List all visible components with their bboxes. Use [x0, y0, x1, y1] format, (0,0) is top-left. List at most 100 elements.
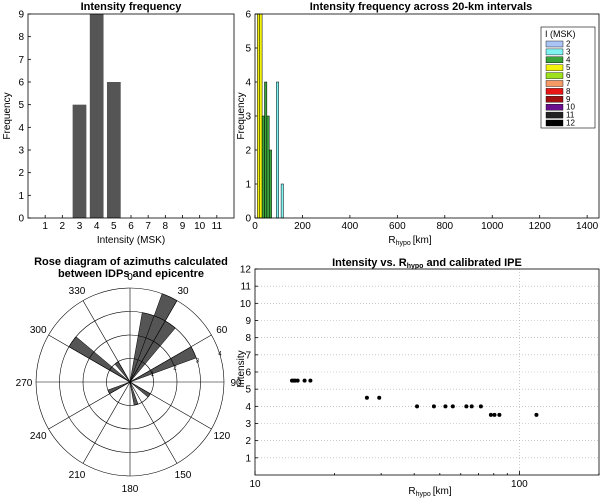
chart1-ytick-label: 1	[18, 191, 24, 202]
chart1-ytick-label: 0	[18, 214, 24, 225]
chart1-ytick-label: 7	[18, 55, 24, 66]
chart1-bar	[89, 14, 104, 218]
chart4-ytick-label: 11	[241, 282, 252, 293]
chart1-xtick-label: 1	[42, 221, 48, 232]
chart2-axes-box	[254, 13, 600, 219]
panel-intensity-vs-distance: Intensity vs. Rhypo and calibrated IPE I…	[236, 257, 600, 498]
chart2-xlabel-main: R	[388, 235, 395, 246]
chart4-xlabel-unit: [km]	[433, 486, 452, 497]
chart2-bar	[266, 115, 270, 219]
chart3-angle-label: 270	[16, 378, 33, 389]
chart4-xlabel: Rhypo [km]	[408, 486, 452, 498]
chart1-xtick-label: 10	[194, 221, 206, 232]
chart2-legend-swatch	[545, 96, 564, 103]
chart2-legend-label: 7	[566, 79, 571, 88]
chart3-radial-label: 2	[173, 365, 177, 371]
chart2-xtick-label: 800	[436, 221, 453, 232]
chart3-spoke	[129, 300, 178, 383]
chart4-ytick-label: 12	[240, 265, 252, 276]
chart1-ytick-label: 5	[18, 100, 24, 111]
chart4-point	[464, 404, 469, 409]
chart2-bar	[280, 183, 284, 219]
chart3-radial-label: 3	[196, 358, 200, 364]
chart2-ytick-label: 6	[245, 10, 251, 21]
chart4-ytick-label: 4	[245, 402, 251, 413]
chart2-ytick-label: 0	[245, 214, 251, 225]
chart2-bar	[268, 149, 272, 219]
chart3-angle-label: 30	[177, 286, 189, 297]
chart4-xtick-label: 10	[249, 479, 261, 490]
chart1-ytick-label: 8	[18, 32, 24, 43]
chart2-legend-label: 6	[566, 71, 571, 80]
chart1-xtick-label: 7	[145, 221, 151, 232]
chart1-xtick-label: 9	[180, 221, 186, 232]
chart1-xlabel: Intensity (MSK)	[97, 235, 165, 246]
chart1-xtick-label: 5	[111, 221, 117, 232]
chart2-title: Intensity frequency across 20-km interva…	[310, 1, 533, 13]
chart1-xtick-label: 6	[128, 221, 134, 232]
chart4-title-sub: hypo	[407, 263, 424, 270]
chart4-title: Intensity vs. Rhypo and calibrated IPE	[332, 257, 522, 270]
chart2-ytick-label: 1	[245, 180, 251, 191]
chart1-ytick-label: 2	[18, 168, 24, 179]
chart3-rose: 0 30 60 90 120 150 180 210 240 270 300 330 1 2 3 4	[16, 272, 242, 495]
chart1-title: Intensity frequency	[81, 1, 183, 13]
chart1-bars	[72, 14, 121, 218]
chart2-xtick-label: 600	[389, 221, 406, 232]
chart2-legend-swatch	[545, 64, 564, 71]
chart2-legend-label: 10	[566, 103, 575, 112]
chart3-angle-label: 180	[122, 484, 139, 495]
chart2-ytick-label: 2	[245, 146, 251, 157]
chart2-legend-label: 12	[566, 119, 575, 128]
chart2-xtick-label: 1000	[481, 221, 504, 232]
chart4-point	[443, 404, 448, 409]
chart2-ytick-label: 5	[245, 44, 251, 55]
chart2-bar	[257, 13, 260, 219]
chart4-point	[534, 412, 539, 417]
chart2-legend-swatch	[545, 40, 564, 48]
chart3-radial-label: 1	[151, 372, 155, 378]
chart2-legend-swatch	[545, 119, 564, 127]
chart4-ytick-label: 5	[245, 385, 251, 396]
chart1-xtick-label: 8	[163, 221, 169, 232]
chart1-xtick-label: 11	[212, 221, 223, 232]
chart4-ytick-label: 10	[240, 299, 252, 310]
chart4-title-main: Intensity vs. R	[332, 257, 407, 269]
chart2-legend-swatch	[545, 103, 564, 111]
chart3-sector	[68, 336, 131, 383]
chart3-angle-label: 90	[230, 378, 242, 389]
chart2-legend-label: 2	[566, 40, 571, 49]
chart1-xtick-label: 2	[60, 221, 66, 232]
chart4-point	[488, 412, 493, 417]
chart4-point	[497, 412, 502, 417]
chart2-legend-swatch	[545, 48, 564, 56]
chart4-ylabel: Intensity	[236, 350, 247, 387]
chart4-ytick-label: 9	[245, 316, 251, 327]
chart2-legend-swatch	[545, 88, 564, 95]
chart2-bar	[259, 13, 263, 219]
chart1-xtick-label: 3	[77, 221, 83, 232]
chart1-axes-box	[27, 13, 235, 219]
chart2-legend-label: 3	[566, 47, 571, 56]
chart4-ytick-label: 8	[245, 333, 251, 344]
chart2-bar	[261, 115, 265, 219]
chart3-angle-label: 240	[30, 431, 47, 442]
chart2-legend-label: 5	[566, 63, 571, 72]
chart2-legend-label: 11	[566, 111, 575, 120]
chart3-spoke	[129, 334, 212, 383]
chart2-xtick-label: 1200	[529, 221, 552, 232]
chart4-point	[450, 404, 455, 409]
chart2-ytick-label: 3	[245, 112, 251, 123]
chart4-ytick-label: 1	[245, 453, 251, 464]
chart2-bar	[276, 81, 279, 219]
chart2-ytick-label: 4	[245, 78, 251, 89]
chart4-axes-box	[254, 268, 600, 476]
chart3-angle-label: 210	[69, 470, 86, 481]
chart4-point	[431, 404, 436, 409]
chart3-spoke	[48, 381, 131, 430]
chart2-legend-title: I (MSK)	[545, 29, 576, 39]
chart2-xlabel-unit: [km]	[413, 235, 432, 246]
